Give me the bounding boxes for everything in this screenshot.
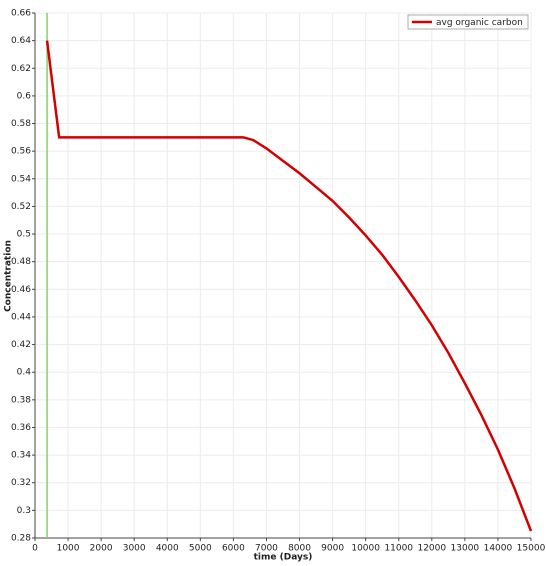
y-tick-label: 0.34	[11, 451, 31, 461]
x-tick-label: 9000	[321, 544, 344, 554]
y-tick-label: 0.4	[17, 368, 32, 378]
x-axis-label: time (Days)	[254, 553, 313, 563]
y-tick-label: 0.56	[11, 147, 31, 157]
x-tick-label: 1000	[57, 544, 80, 554]
y-tick-label: 0.58	[11, 119, 31, 129]
y-tick-label: 0.66	[11, 9, 31, 19]
y-tick-label: 0.6	[17, 91, 32, 101]
x-tick-label: 5000	[189, 544, 212, 554]
x-tick-label: 10000	[351, 544, 380, 554]
data-line	[45, 40, 533, 532]
y-tick-label: 0.46	[11, 285, 31, 295]
y-tick-label: 0.44	[11, 312, 31, 322]
x-tick-label: 14000	[484, 544, 513, 554]
legend-box	[407, 14, 529, 30]
y-tick-label: 0.64	[11, 36, 31, 46]
y-tick-label: 0.62	[11, 64, 31, 74]
x-tick-label: 7000	[255, 544, 278, 554]
y-tick-label: 0.42	[11, 340, 31, 350]
x-tick-label: 2000	[90, 544, 113, 554]
x-tick-label: 15000	[517, 544, 546, 554]
x-tick-label: 6000	[222, 544, 245, 554]
legend: avg organic carbon	[407, 14, 529, 30]
y-tick-label: 0.28	[11, 534, 31, 544]
y-tick-label: 0.5	[17, 230, 31, 240]
y-tick-label: 0.54	[11, 174, 31, 184]
x-tick-label: 11000	[384, 544, 413, 554]
x-tick-label: 3000	[123, 544, 146, 554]
y-axis-label: Concentration	[4, 240, 14, 312]
y-tick-label: 0.52	[11, 202, 31, 212]
y-tick-label: 0.32	[11, 478, 31, 488]
y-tick-label: 0.3	[17, 506, 31, 516]
y-tick-label: 0.36	[11, 423, 31, 433]
y-tick-label: 0.38	[11, 395, 31, 405]
x-tick-label: 8000	[288, 544, 311, 554]
x-tick-label: 12000	[417, 544, 446, 554]
y-tick-label: 0.48	[11, 257, 31, 267]
x-tick-label: 0	[32, 544, 38, 554]
x-tick-label: 4000	[156, 544, 179, 554]
x-tick-label: 13000	[451, 544, 480, 554]
legend-label: avg organic carbon	[436, 18, 523, 28]
